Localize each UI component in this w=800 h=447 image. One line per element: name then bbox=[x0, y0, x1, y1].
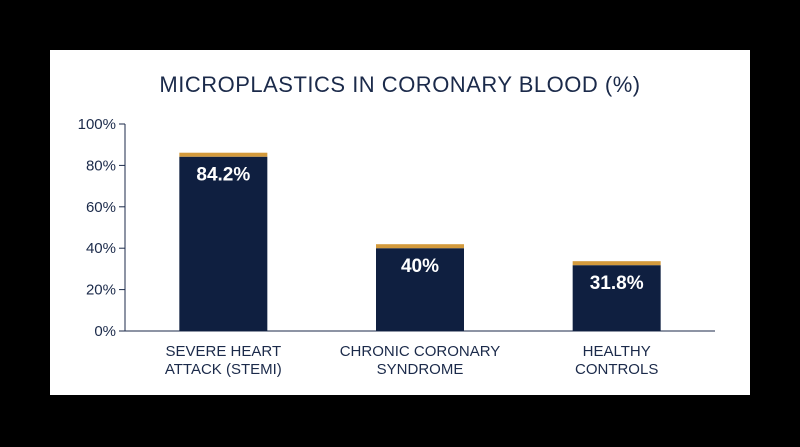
y-tick-label: 100% bbox=[78, 116, 116, 133]
y-tick-label: 0% bbox=[94, 323, 116, 340]
y-tick-label: 40% bbox=[86, 240, 116, 257]
category-label: CHRONIC CORONARY bbox=[340, 343, 501, 360]
bar bbox=[572, 265, 661, 331]
bar-cap bbox=[179, 152, 268, 157]
y-tick-label: 60% bbox=[86, 199, 116, 216]
bar-value-label: 40% bbox=[401, 256, 439, 277]
bar-value-label: 31.8% bbox=[590, 273, 644, 294]
category-label: SEVERE HEART bbox=[166, 343, 282, 360]
chart-title: MICROPLASTICS IN CORONARY BLOOD (%) bbox=[159, 72, 641, 97]
category-label: ATTACK (STEMI) bbox=[165, 361, 282, 378]
category-label: HEALTHY bbox=[583, 343, 651, 360]
bar bbox=[376, 248, 464, 331]
category-label: SYNDROME bbox=[377, 361, 464, 378]
bar-cap bbox=[376, 244, 464, 249]
y-tick-label: 80% bbox=[86, 157, 116, 174]
bar bbox=[179, 156, 268, 331]
chart-frame: MICROPLASTICS IN CORONARY BLOOD (%) 0% 20… bbox=[50, 50, 750, 395]
bar-value-label: 84.2% bbox=[196, 165, 250, 186]
category-label: CONTROLS bbox=[575, 361, 658, 378]
bar-chart: 0% 20% 40% 60% 80% 100% 84.2% SEVERE HEARTATTAC… bbox=[78, 116, 715, 378]
bar-cap bbox=[572, 261, 661, 266]
y-tick-label: 20% bbox=[86, 282, 116, 299]
